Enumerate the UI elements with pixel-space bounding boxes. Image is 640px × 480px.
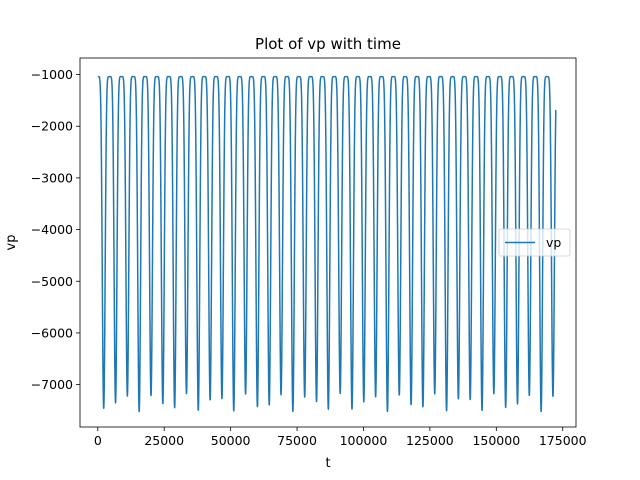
- chart-title: Plot of vp with time: [255, 35, 401, 53]
- y-tick-label: −3000: [31, 170, 73, 185]
- y-axis-label: vp: [4, 235, 19, 251]
- y-tick-label: −6000: [31, 325, 73, 340]
- axes-frame: [79, 57, 577, 428]
- x-tick-label: 25000: [144, 433, 184, 448]
- legend-label: vp: [546, 235, 561, 250]
- series-line-vp: [97, 75, 557, 413]
- y-tick-label: −1000: [31, 67, 73, 82]
- x-tick-label: 75000: [277, 433, 317, 448]
- y-tick-label: −2000: [31, 119, 73, 134]
- y-tick-label: −4000: [31, 222, 73, 237]
- x-ticks: 0 25000 50000 75000 100000 125000 150000 175000: [94, 427, 587, 448]
- y-tick-label: −5000: [31, 274, 73, 289]
- y-tick-label: −7000: [31, 377, 73, 392]
- x-tick-label: 100000: [340, 433, 388, 448]
- x-axis-label: t: [325, 456, 330, 471]
- y-ticks: −1000 −2000 −3000 −4000 −5000 −6000 −7000: [31, 67, 80, 392]
- x-tick-label: 150000: [472, 433, 520, 448]
- x-tick-label: 175000: [539, 433, 587, 448]
- x-tick-label: 50000: [211, 433, 251, 448]
- x-tick-label: 125000: [406, 433, 454, 448]
- legend: vp: [498, 228, 571, 257]
- x-tick-label: 0: [94, 433, 102, 448]
- plot-lines: [97, 75, 557, 413]
